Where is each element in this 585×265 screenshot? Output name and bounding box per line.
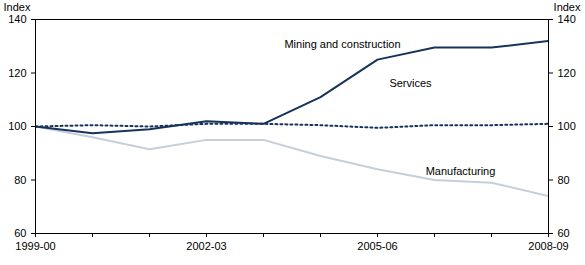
svg-text:60: 60 — [14, 227, 26, 239]
svg-text:Services: Services — [389, 77, 432, 89]
svg-text:Mining and construction: Mining and construction — [284, 38, 400, 50]
svg-text:120: 120 — [558, 67, 576, 79]
svg-text:2008-09: 2008-09 — [528, 240, 568, 252]
svg-text:140: 140 — [8, 13, 26, 25]
svg-text:60: 60 — [558, 227, 570, 239]
svg-text:Manufacturing: Manufacturing — [426, 165, 496, 177]
svg-text:80: 80 — [558, 174, 570, 186]
svg-text:Index: Index — [4, 1, 31, 13]
svg-text:100: 100 — [8, 120, 26, 132]
svg-text:1999-00: 1999-00 — [15, 240, 55, 252]
svg-text:100: 100 — [558, 120, 576, 132]
svg-text:120: 120 — [8, 67, 26, 79]
svg-text:Index: Index — [554, 1, 581, 13]
svg-text:2005-06: 2005-06 — [357, 240, 397, 252]
svg-text:2002-03: 2002-03 — [186, 240, 226, 252]
svg-text:80: 80 — [14, 174, 26, 186]
svg-text:140: 140 — [558, 13, 576, 25]
